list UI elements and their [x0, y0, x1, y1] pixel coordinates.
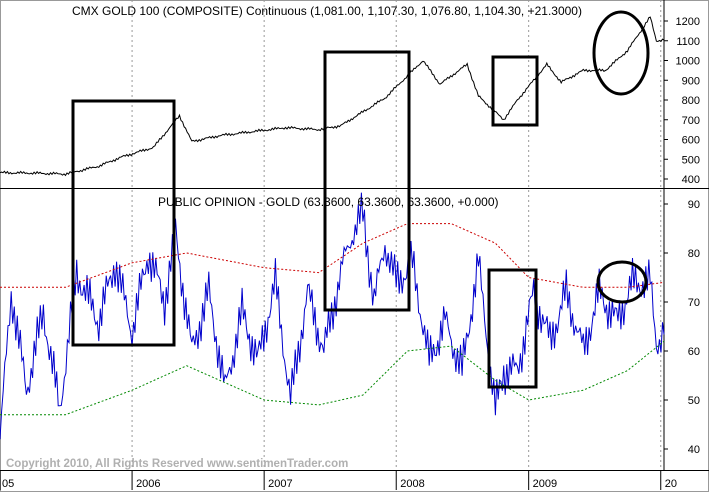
x-tick-label: 05	[2, 478, 14, 490]
upper-series-group	[0, 16, 665, 177]
y-tick-label: 50	[688, 395, 700, 407]
y-tick-label: 400	[682, 174, 700, 186]
upper-panel-title: CMX GOLD 100 (COMPOSITE) Continuous (1,0…	[72, 4, 582, 18]
y-tick-label: 60	[688, 346, 700, 358]
x-tick-label: 2009	[533, 478, 557, 490]
series-line	[0, 16, 665, 177]
y-tick-label: 90	[688, 199, 700, 211]
y-tick-label: 70	[688, 297, 700, 309]
y-tick-label: 1000	[676, 56, 700, 68]
x-axis: 05 2006 2007 2008 2009 20	[0, 470, 677, 490]
band-line	[0, 340, 665, 416]
annotation-box-2006	[71, 99, 176, 347]
year-gridlines	[131, 0, 662, 470]
copyright-text: Copyright 2010, All Rights Reserved www.…	[6, 458, 348, 470]
upper-y-axis: 400 500 600 700 800 900 1000 1100 1200	[664, 16, 700, 186]
series-line	[0, 192, 665, 440]
y-tick-label: 600	[682, 135, 700, 147]
y-tick-label: 700	[682, 115, 700, 127]
x-tick-label: 2008	[400, 478, 424, 490]
y-tick-label: 900	[682, 75, 700, 87]
y-tick-label: 1200	[676, 16, 700, 28]
x-tick-label: 20	[665, 478, 677, 490]
annotation-circle-upper	[592, 10, 650, 96]
annotation-box-late-2008-upper	[491, 55, 539, 127]
annotation-box-late-2008-lower	[487, 268, 538, 389]
annotation-circle-lower	[596, 260, 648, 304]
y-tick-label: 500	[682, 154, 700, 166]
x-tick-label: 2007	[268, 478, 292, 490]
lower-y-axis: 40 50 60 70 80 90	[664, 199, 700, 456]
x-tick-label: 2006	[136, 478, 160, 490]
annotation-box-2007-2008	[323, 50, 411, 312]
y-tick-label: 40	[688, 444, 700, 456]
annotations	[71, 10, 650, 389]
lower-panel-title: PUBLIC OPINION - GOLD (63.3600, 63.3600,…	[158, 195, 499, 209]
y-tick-label: 1100	[676, 36, 700, 48]
y-tick-label: 800	[682, 95, 700, 107]
y-tick-label: 80	[688, 248, 700, 260]
lower-series-group	[0, 192, 665, 440]
band-line	[0, 223, 665, 288]
